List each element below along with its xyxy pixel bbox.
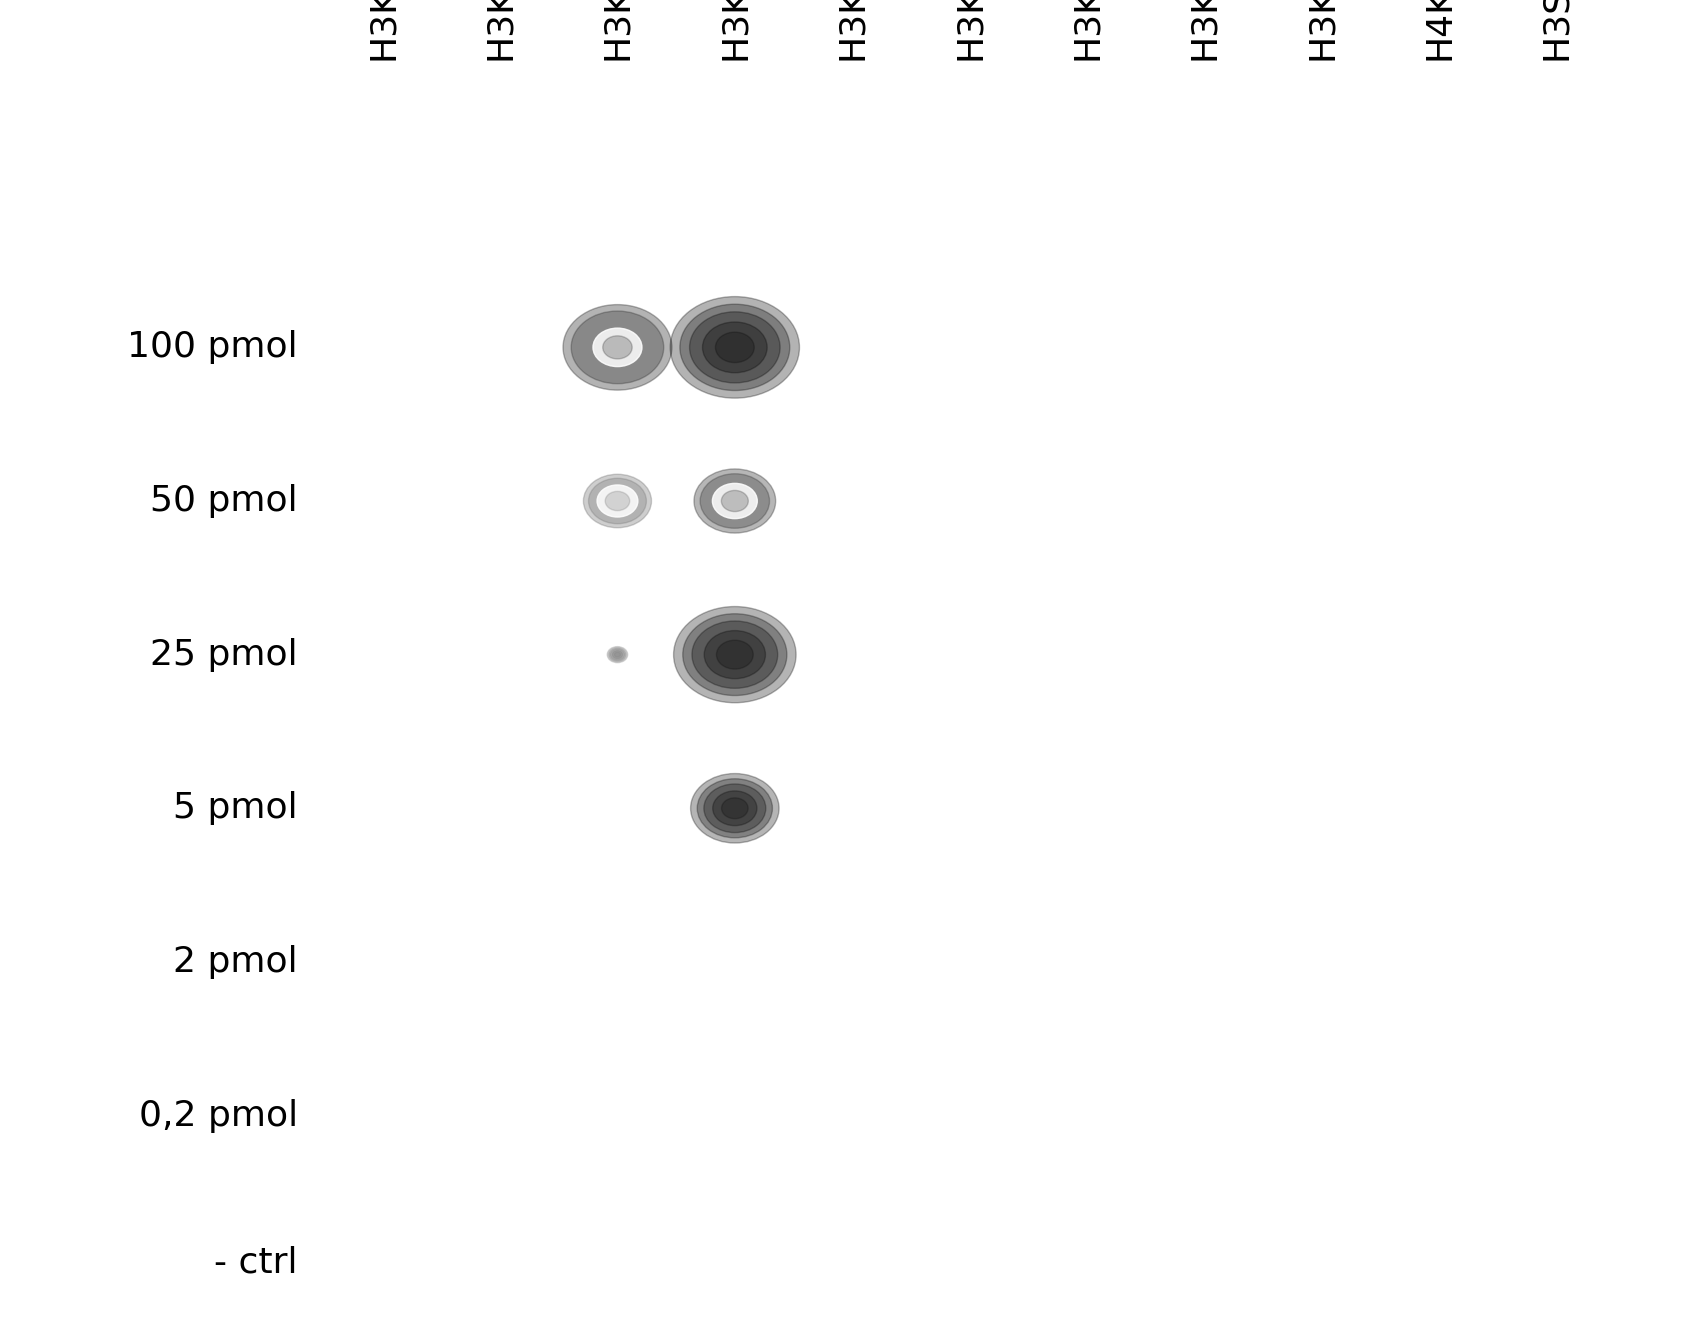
- Text: 5 pmol: 5 pmol: [174, 791, 298, 826]
- Circle shape: [704, 631, 765, 679]
- Circle shape: [670, 297, 799, 398]
- Circle shape: [611, 649, 624, 660]
- Text: H3K9un: H3K9un: [366, 0, 400, 60]
- Text: H3K9me3: H3K9me3: [718, 0, 752, 60]
- Text: 2 pmol: 2 pmol: [174, 945, 298, 979]
- Text: H3K36me3: H3K36me3: [1187, 0, 1221, 60]
- Text: H3K27me3: H3K27me3: [1070, 0, 1104, 60]
- Circle shape: [701, 474, 769, 528]
- Text: H4K20me3: H4K20me3: [1422, 0, 1456, 60]
- Text: H3K9me3S10p: H3K9me3S10p: [835, 0, 869, 60]
- Text: 100 pmol: 100 pmol: [128, 330, 298, 365]
- Text: H3K79me3: H3K79me3: [1305, 0, 1339, 60]
- Circle shape: [594, 329, 641, 366]
- Text: H3K9me2: H3K9me2: [600, 0, 634, 60]
- Circle shape: [680, 305, 789, 390]
- Text: 25 pmol: 25 pmol: [150, 637, 298, 672]
- Text: H3S10p: H3S10p: [1539, 0, 1573, 60]
- Circle shape: [697, 779, 772, 838]
- Circle shape: [716, 333, 754, 362]
- Text: H3K9me1: H3K9me1: [483, 0, 517, 60]
- Circle shape: [589, 478, 646, 524]
- Circle shape: [602, 335, 633, 359]
- Circle shape: [689, 311, 781, 383]
- Circle shape: [692, 621, 777, 688]
- Circle shape: [583, 474, 651, 528]
- Text: - ctrl: - ctrl: [214, 1245, 298, 1280]
- Circle shape: [563, 305, 672, 390]
- Circle shape: [704, 784, 765, 832]
- Circle shape: [682, 613, 788, 696]
- Circle shape: [606, 492, 629, 510]
- Circle shape: [703, 322, 767, 373]
- Circle shape: [716, 640, 754, 669]
- Circle shape: [694, 469, 776, 533]
- Circle shape: [674, 607, 796, 703]
- Circle shape: [607, 647, 628, 663]
- Circle shape: [691, 774, 779, 843]
- Circle shape: [572, 311, 663, 383]
- Text: H3K4me3: H3K4me3: [953, 0, 987, 60]
- Circle shape: [609, 648, 626, 661]
- Text: 50 pmol: 50 pmol: [150, 484, 298, 518]
- Circle shape: [597, 485, 638, 517]
- Circle shape: [614, 652, 621, 657]
- Text: 0,2 pmol: 0,2 pmol: [138, 1098, 298, 1133]
- Circle shape: [721, 490, 748, 512]
- Circle shape: [713, 791, 757, 826]
- Circle shape: [713, 484, 757, 518]
- Circle shape: [721, 798, 748, 819]
- Circle shape: [612, 651, 623, 659]
